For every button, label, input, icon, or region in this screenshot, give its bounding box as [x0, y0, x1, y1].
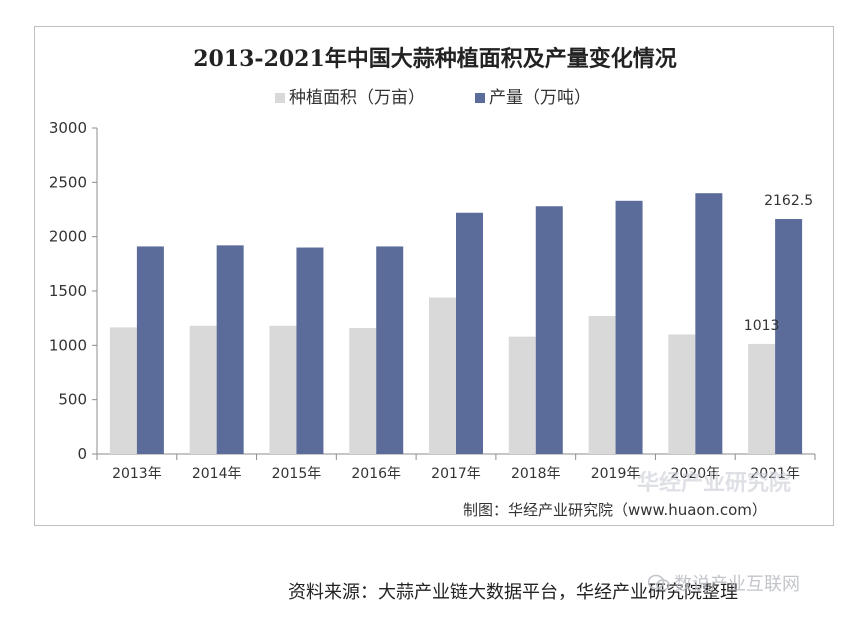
y-tick-label: 1000 [49, 336, 87, 354]
bar-production [615, 200, 643, 454]
bar-production [296, 247, 324, 454]
bar-production [376, 246, 404, 454]
x-tick-label: 2021年 [750, 466, 800, 482]
wechat-mark-text: 数说产业互联网 [674, 574, 800, 595]
chart-credit: 制图：华经产业研究院（www.huaon.com） [463, 501, 767, 519]
y-tick-label: 2500 [49, 173, 87, 191]
x-tick-label: 2013年 [112, 466, 162, 482]
chart-frame: 2013-2021年中国大蒜种植面积及产量变化情况 种植面积（万亩） 产量（万吨）… [34, 26, 834, 526]
data-label: 1013 [744, 318, 780, 334]
bar-planting-area [109, 327, 137, 454]
legend: 种植面积（万亩） 产量（万吨） [275, 88, 591, 108]
legend-label: 产量（万吨） [489, 88, 591, 108]
y-tick-label: 500 [58, 391, 87, 409]
y-tick-label: 1500 [49, 282, 87, 300]
x-tick-label: 2014年 [192, 466, 242, 482]
bar-planting-area [189, 325, 217, 454]
wechat-icon [648, 574, 670, 591]
source-note: 资料来源：大蒜产业链大数据平台，华经产业研究院整理 [288, 582, 738, 603]
bar-production [136, 246, 164, 454]
bar-planting-area [349, 327, 377, 454]
bar-planting-area [668, 334, 696, 454]
bar-planting-area [748, 343, 776, 454]
y-tick-label: 3000 [49, 119, 87, 137]
wechat-mark: 数说产业互联网 [648, 570, 800, 596]
x-tick-label: 2018年 [511, 466, 561, 482]
chart: 2013-2021年中国大蒜种植面积及产量变化情况 种植面积（万亩） 产量（万吨）… [49, 46, 816, 519]
bar-production [775, 219, 803, 454]
bar-production [456, 212, 483, 454]
watermark: 华经产业研究院 [637, 470, 791, 496]
legend-swatch [275, 93, 285, 103]
axes: 0 500 1000 1500 2000 2500 3000 2013年 2014年 2015年 2… [49, 119, 816, 482]
data-label: 2162.5 [764, 193, 813, 209]
x-tick-label: 2020年 [671, 466, 721, 482]
y-tick-label: 0 [77, 445, 87, 463]
y-tick-label: 2000 [49, 228, 87, 246]
bar-planting-area [588, 315, 616, 454]
bar-production [695, 193, 723, 454]
x-tick-label: 2019年 [591, 466, 641, 482]
bar-planting-area [269, 325, 297, 454]
legend-label: 种植面积（万亩） [289, 88, 425, 108]
legend-swatch [475, 93, 485, 103]
x-tick-label: 2016年 [351, 466, 401, 482]
chart-title: 2013-2021年中国大蒜种植面积及产量变化情况 [193, 46, 677, 72]
x-tick-label: 2017年 [431, 466, 481, 482]
bar-production [535, 206, 563, 454]
bar-planting-area [508, 336, 536, 454]
x-tick-label: 2015年 [272, 466, 322, 482]
bar-planting-area [429, 297, 456, 454]
data-labels: 1013 2162.5 [744, 193, 813, 334]
bars [109, 193, 803, 454]
bar-production [216, 245, 244, 454]
